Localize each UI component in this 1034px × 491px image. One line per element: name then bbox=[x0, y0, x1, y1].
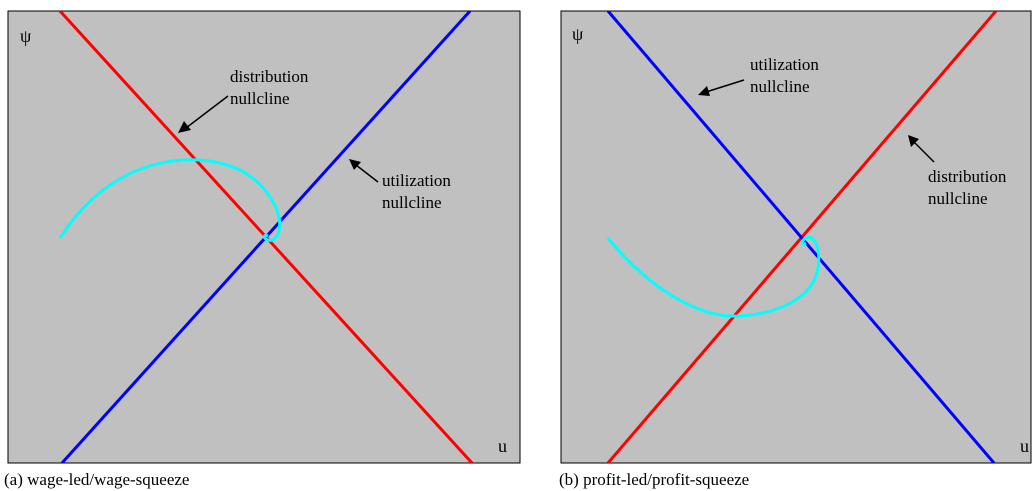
utilization-nullcline bbox=[606, 11, 996, 463]
utilization-arrow bbox=[355, 164, 379, 183]
phase-diagram-b: ψ u utilization nullcline distribution n… bbox=[560, 10, 1032, 464]
caption-a: (a) wage-led/wage-squeeze bbox=[4, 470, 190, 489]
utilization-arrow bbox=[705, 79, 745, 93]
x-axis-label: u bbox=[1020, 436, 1029, 456]
distribution-annotation-line2: nullcline bbox=[928, 189, 987, 208]
utilization-annotation-line1: utilization bbox=[382, 171, 451, 190]
distribution-arrowhead bbox=[178, 121, 191, 133]
distribution-annotation-line1: distribution bbox=[230, 67, 309, 86]
utilization-arrowhead bbox=[349, 159, 361, 170]
utilization-annotation-line2: nullcline bbox=[382, 193, 441, 212]
utilization-nullcline bbox=[60, 11, 472, 463]
panel-wage-led: ψ u distribution nullcline utilization n… bbox=[4, 10, 521, 489]
utilization-arrowhead bbox=[698, 86, 710, 96]
trajectory-curve bbox=[606, 235, 821, 318]
distribution-arrowhead bbox=[908, 135, 919, 147]
plot-area bbox=[560, 10, 1032, 464]
distribution-annotation-line2: nullcline bbox=[230, 89, 289, 108]
y-axis-label: ψ bbox=[20, 26, 32, 46]
distribution-arrow bbox=[913, 141, 935, 163]
trajectory-curve bbox=[58, 158, 282, 242]
distribution-arrow bbox=[185, 95, 229, 129]
distribution-annotation-line1: distribution bbox=[928, 167, 1007, 186]
panel-profit-led: ψ u utilization nullcline distribution n… bbox=[556, 0, 1034, 491]
caption-b: (b) profit-led/profit-squeeze bbox=[559, 470, 750, 489]
x-axis-label: u bbox=[498, 436, 507, 456]
utilization-annotation-line2: nullcline bbox=[750, 77, 809, 96]
y-axis-label: ψ bbox=[572, 24, 584, 44]
utilization-annotation-line1: utilization bbox=[750, 55, 819, 74]
phase-diagram-a: ψ u distribution nullcline utilization n… bbox=[7, 10, 521, 464]
